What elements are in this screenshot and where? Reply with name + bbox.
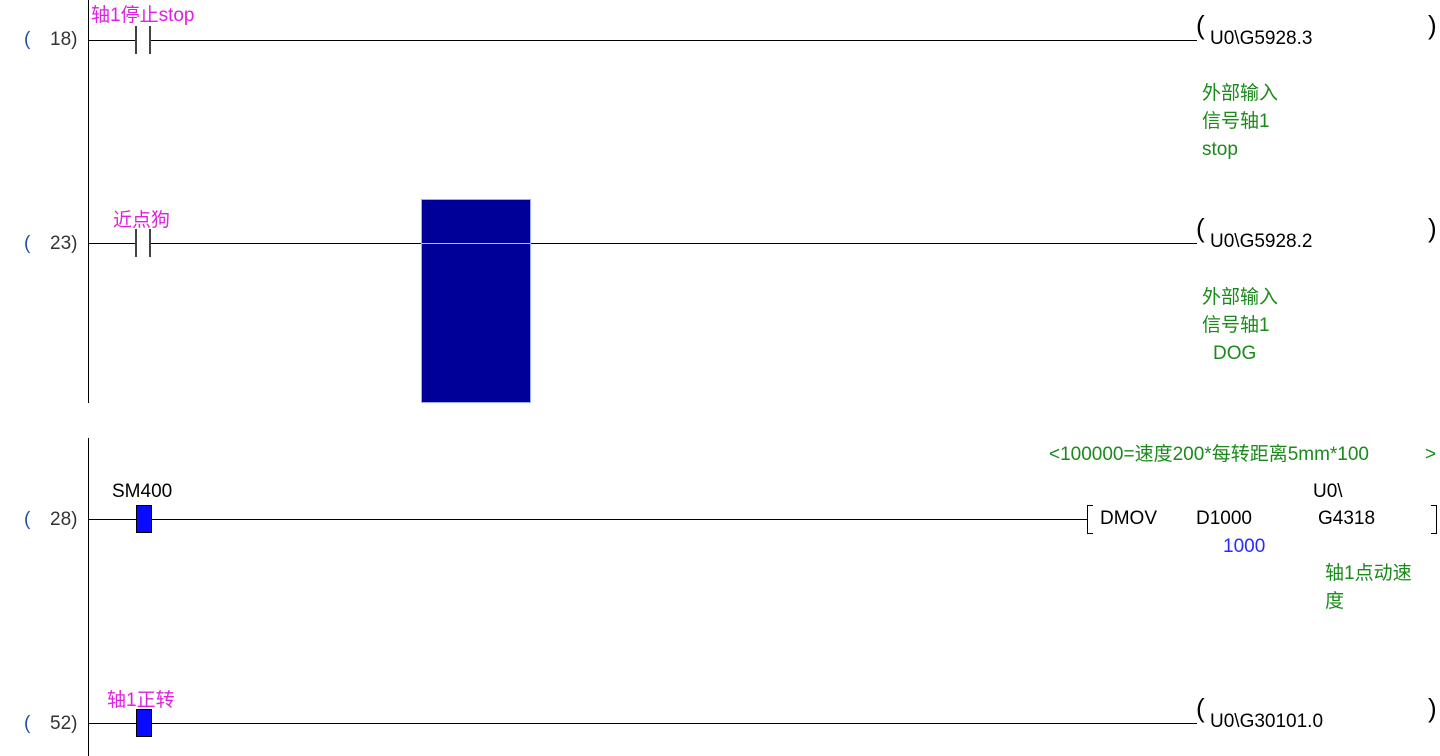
energized-contact[interactable] (136, 505, 152, 533)
step-number: 52) (50, 713, 78, 734)
cursor-selection[interactable] (421, 199, 531, 403)
operand-destination: G4318 (1318, 508, 1376, 529)
instruction-name: DMOV (1100, 508, 1157, 529)
instruction-block[interactable]: DMOV D1000 U0\ G4318 (1087, 481, 1437, 534)
step-number: 23) (50, 233, 78, 254)
current-value: 1000 (1223, 536, 1266, 557)
coil-device: U0\G30101.0 (1210, 711, 1324, 732)
step-number: ( (24, 29, 31, 50)
left-power-rail (88, 0, 89, 403)
coil-device: U0\G5928.2 (1210, 231, 1313, 252)
normally-open-contact[interactable] (135, 26, 151, 54)
left-power-rail (88, 438, 89, 756)
contact-label: 轴1停止stop (91, 5, 195, 26)
operand-source: D1000 (1196, 508, 1252, 529)
contact-label: 轴1正转 (107, 690, 175, 711)
normally-open-contact[interactable] (135, 229, 151, 257)
contact-label: 近点狗 (113, 210, 171, 231)
coil-device: U0\G5928.3 (1210, 28, 1313, 49)
contact-label: SM400 (112, 481, 173, 502)
statement-comment: <100000=速度200*每转距离5mm*100 (1049, 444, 1370, 465)
device-comment: 外部输入 信号轴1 stop (1202, 83, 1279, 160)
device-comment: 外部输入 信号轴1 DOG (1202, 287, 1279, 364)
step-number: 28) (50, 509, 78, 530)
step-number: 18) (50, 29, 78, 50)
device-comment: 轴1点动速度 (1325, 563, 1412, 612)
energized-contact[interactable] (136, 709, 152, 737)
